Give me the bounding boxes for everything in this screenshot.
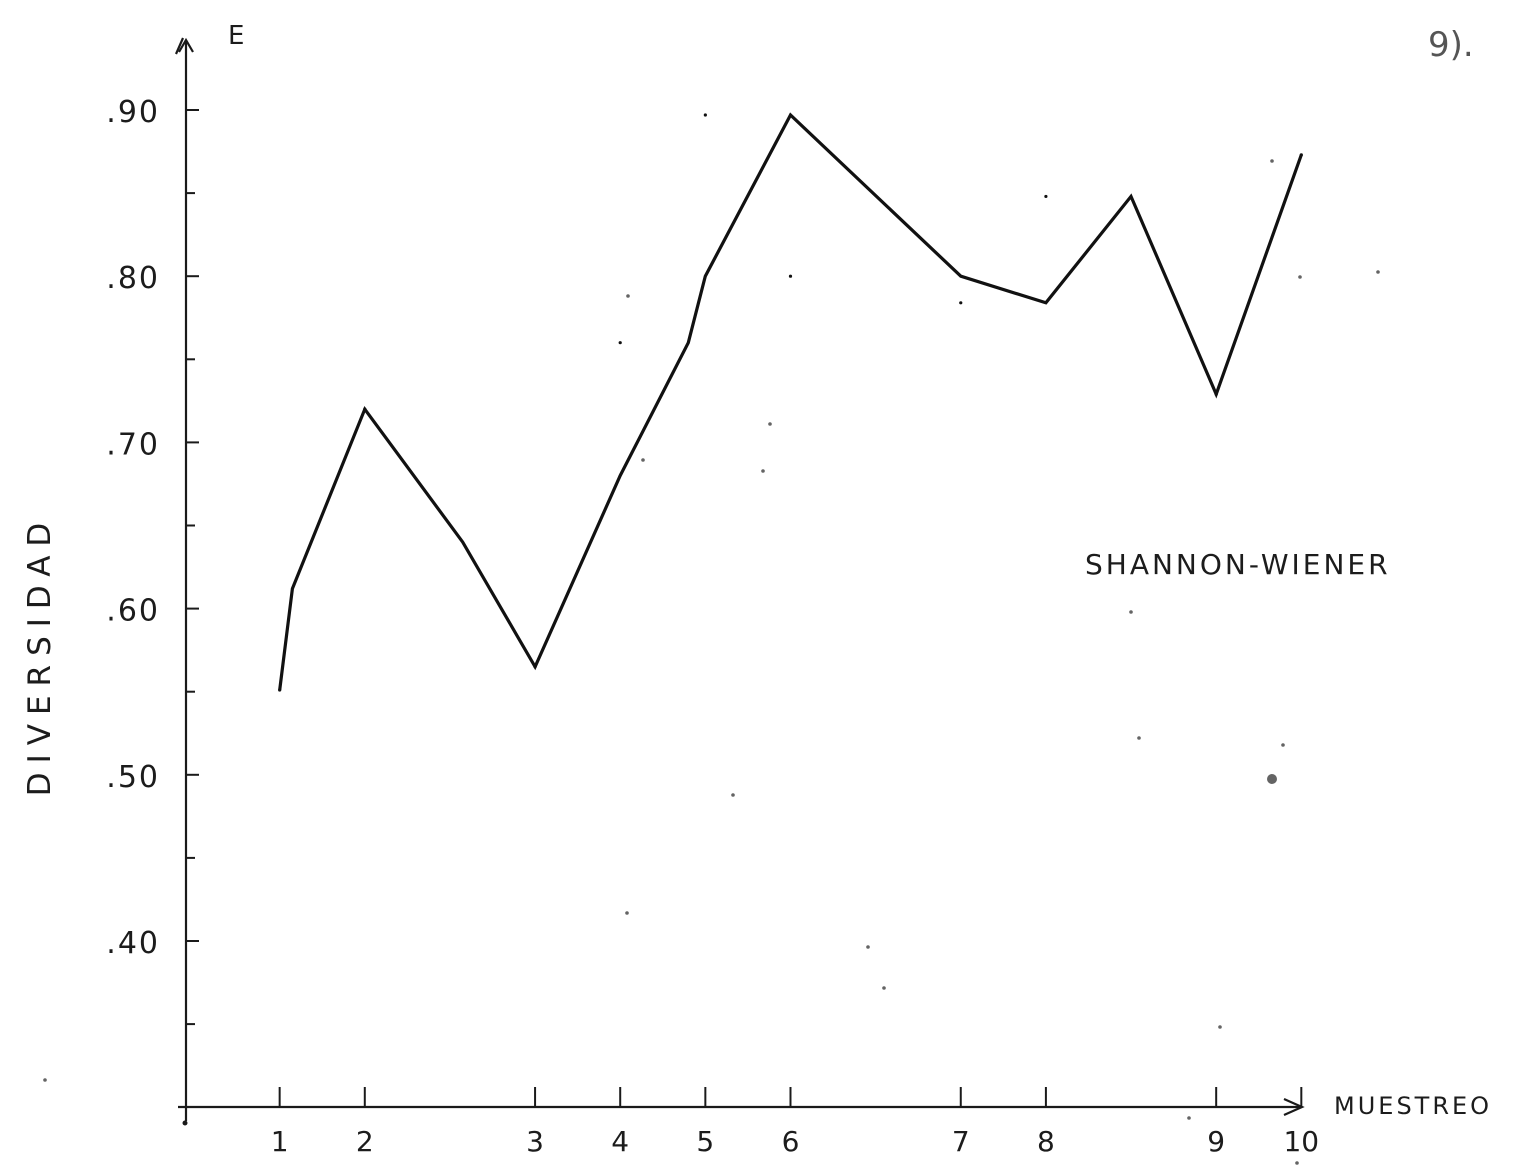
scan-speck bbox=[1129, 610, 1133, 614]
series-annotation: SHANNON-WIENER bbox=[1085, 548, 1391, 581]
data-point bbox=[363, 407, 367, 411]
y-tick-label: .70 bbox=[106, 427, 160, 462]
x-tick-label: 7 bbox=[952, 1125, 970, 1158]
scan-speck bbox=[1267, 774, 1277, 784]
scan-speck bbox=[1218, 1025, 1222, 1029]
scan-speck bbox=[731, 793, 735, 797]
scan-speck bbox=[1298, 275, 1302, 279]
scan-speck bbox=[625, 911, 629, 915]
ticks: .90 .80 .70 .60 .50 .40 1 2 3 4 5 6 7 8 9 10 bbox=[106, 95, 1319, 1158]
x-axis-title: MUESTREO bbox=[1334, 1092, 1492, 1120]
y-tick-label: .90 bbox=[106, 95, 160, 130]
corner-mark: 9). bbox=[1428, 25, 1474, 65]
x-tick-label: 5 bbox=[696, 1125, 714, 1158]
axis-origin-dot bbox=[182, 1120, 188, 1126]
y-axis-arrow-mark bbox=[174, 37, 185, 55]
scan-speck bbox=[866, 945, 870, 949]
data-point bbox=[533, 665, 537, 669]
series-layer bbox=[278, 112, 1303, 692]
scan-speck bbox=[1270, 159, 1274, 163]
x-tick-label: 6 bbox=[782, 1125, 800, 1158]
y-tick-label: .40 bbox=[106, 926, 160, 961]
scan-speck bbox=[1376, 270, 1380, 274]
y-axis-arrow bbox=[178, 37, 194, 53]
data-point bbox=[1214, 392, 1218, 396]
x-tick-label: 1 bbox=[271, 1125, 289, 1158]
scan-speck bbox=[1137, 736, 1141, 740]
scan-speck bbox=[882, 986, 886, 990]
scan-speck bbox=[1281, 743, 1285, 747]
series-line-0 bbox=[278, 112, 1303, 691]
scan-speck bbox=[641, 458, 645, 462]
x-tick-label: 9 bbox=[1207, 1125, 1225, 1158]
x-tick-label: 10 bbox=[1283, 1125, 1319, 1158]
axes bbox=[43, 37, 1380, 1165]
data-point bbox=[959, 301, 963, 305]
data-point bbox=[703, 113, 707, 117]
scan-speck bbox=[768, 422, 772, 426]
data-point bbox=[1299, 153, 1303, 157]
y-tick-label: .80 bbox=[106, 261, 160, 296]
y-tick-label: .60 bbox=[106, 594, 160, 629]
x-tick-label: 4 bbox=[611, 1125, 629, 1158]
labels: DIVERSIDAD E MUESTREO 9). SHANNON-WIENER bbox=[22, 21, 1492, 1120]
scan-speck bbox=[626, 294, 630, 298]
data-point bbox=[278, 688, 282, 692]
data-point bbox=[788, 274, 793, 278]
y-axis-title: DIVERSIDAD bbox=[22, 514, 58, 797]
x-tick-label: 2 bbox=[356, 1125, 374, 1158]
x-tick-label: 8 bbox=[1037, 1125, 1055, 1158]
scan-speck bbox=[1187, 1116, 1191, 1120]
x-tick-label: 3 bbox=[526, 1125, 544, 1158]
scan-speck bbox=[761, 469, 765, 473]
scan-speck bbox=[1295, 1161, 1299, 1165]
scan-speck bbox=[43, 1078, 47, 1082]
y-axis-symbol: E bbox=[228, 21, 244, 51]
data-point bbox=[618, 341, 622, 345]
y-tick-label: .50 bbox=[106, 760, 160, 795]
data-point bbox=[1044, 194, 1048, 199]
